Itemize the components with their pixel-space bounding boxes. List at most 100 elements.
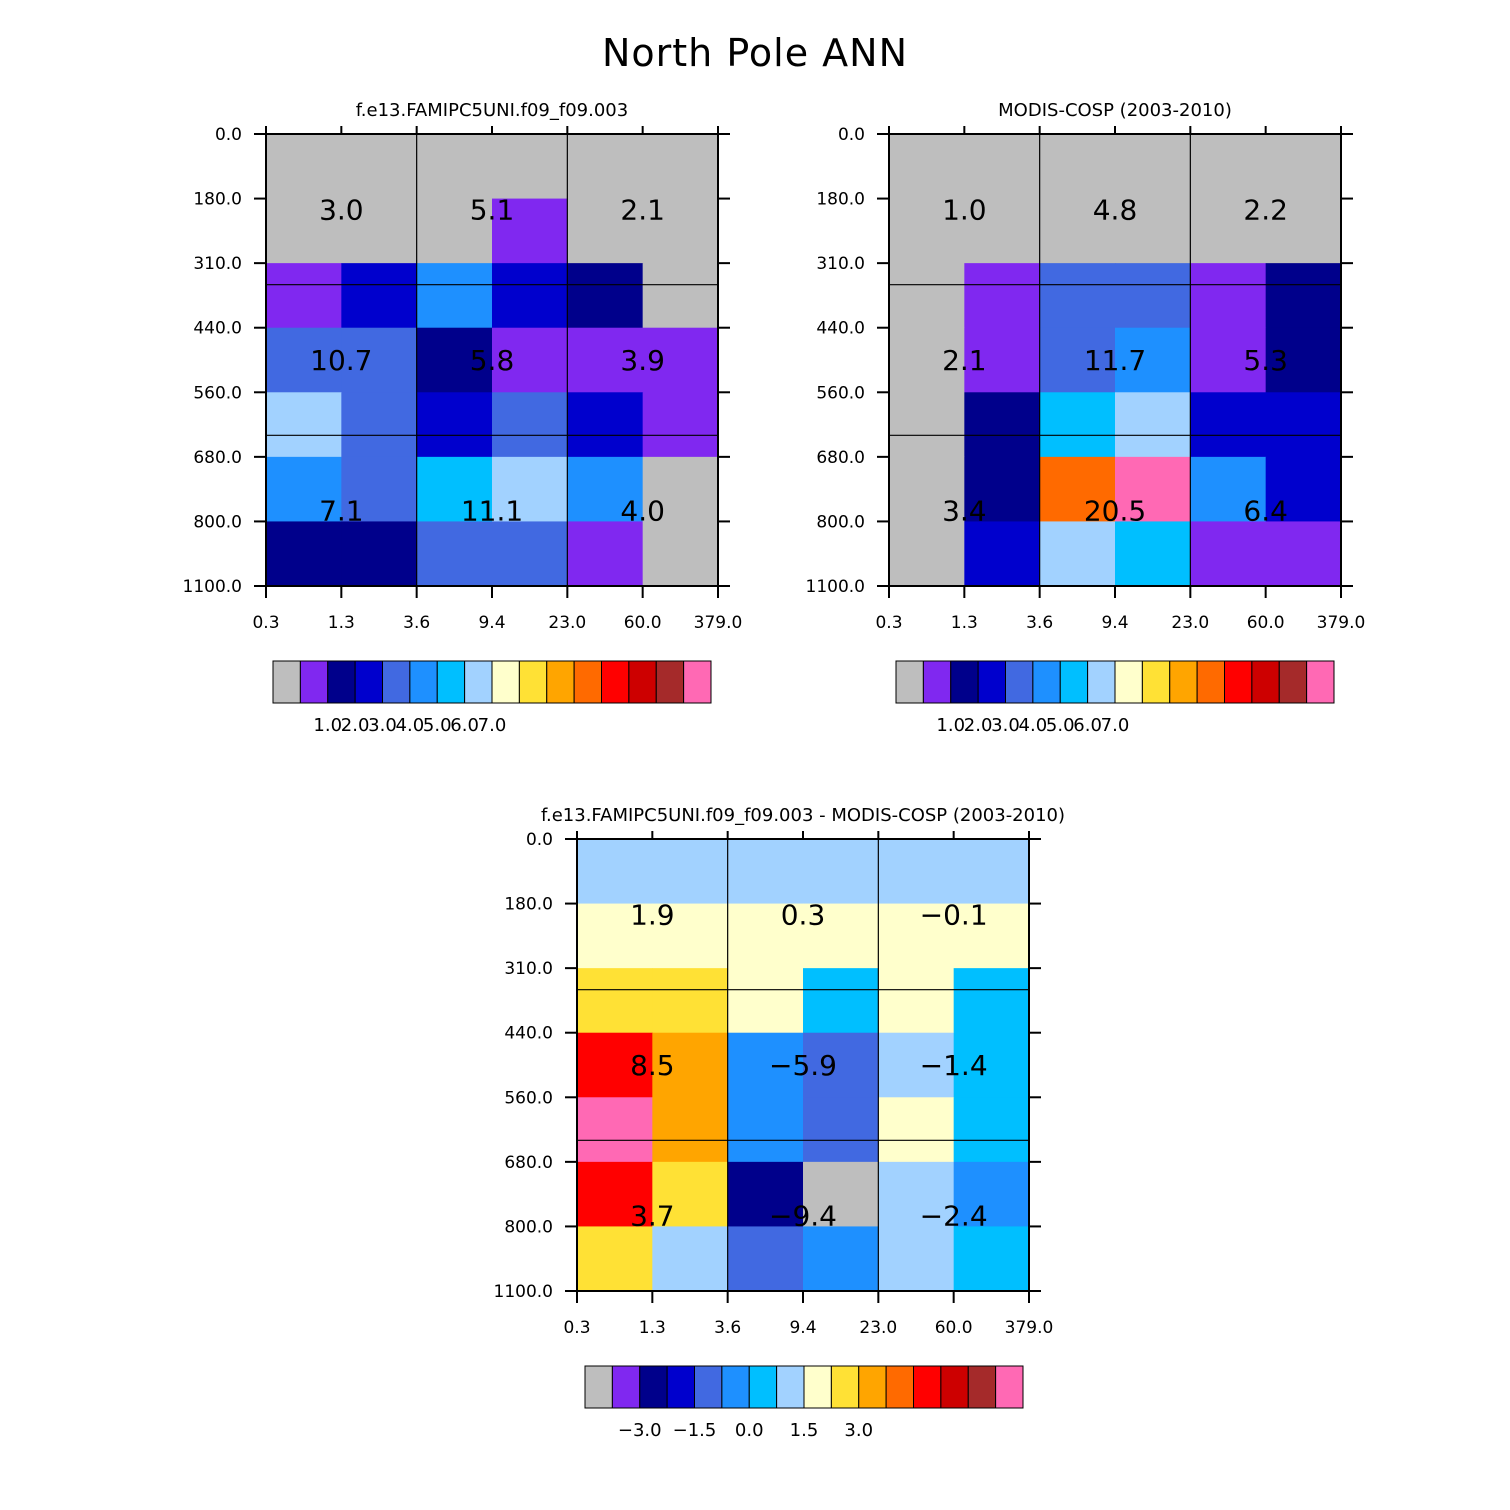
panel-title: f.e13.FAMIPC5UNI.f09_f09.003 - MODIS-COS… — [541, 805, 1065, 826]
x-tick-label: 379.0 — [1005, 1318, 1054, 1338]
heatmap-cell — [727, 1226, 804, 1292]
heatmap-cell — [642, 134, 719, 200]
box-value-label: 6.4 — [1243, 495, 1288, 528]
y-tick-label: 310.0 — [504, 959, 553, 979]
colorbar-swatch — [940, 1365, 969, 1409]
colorbar-swatch — [995, 1365, 1024, 1409]
heatmap-cell — [341, 134, 418, 200]
heatmap-cell — [889, 263, 965, 329]
heatmap-cell — [953, 968, 1030, 1034]
heatmap-cell — [1039, 263, 1116, 329]
heatmap-cell — [341, 198, 418, 264]
y-tick-label: 800.0 — [504, 1217, 553, 1237]
x-tick-label: 23.0 — [1171, 613, 1209, 633]
colorbar-swatch — [721, 1365, 750, 1409]
heatmap-cell — [1265, 327, 1342, 393]
colorbar-swatch — [922, 660, 952, 704]
heatmap-cell — [803, 1161, 879, 1227]
box-value-label: 2.1 — [942, 344, 987, 377]
heatmap-cell — [652, 839, 729, 905]
box-value-label: 7.1 — [319, 495, 364, 528]
y-tick-label: 0.0 — [526, 830, 553, 850]
colorbar-swatch — [977, 660, 1006, 704]
heatmap-cell — [803, 968, 879, 1034]
heatmap-cell — [1115, 134, 1191, 200]
box-value-label: −5.9 — [769, 1049, 837, 1082]
colorbar-swatch — [803, 1365, 832, 1409]
heatmap-cell — [953, 839, 1030, 905]
heatmap-cell — [416, 134, 493, 200]
obs-panel: 0.0 180.0 310.0 440.0 560.0 680.0 800.0 1100.0 0… — [806, 100, 1366, 736]
colorbar-swatch — [382, 660, 411, 704]
heatmap-cell — [953, 1032, 1030, 1098]
colorbar-swatch — [1251, 660, 1280, 704]
heatmap-cell — [652, 1226, 729, 1292]
heatmap-cell — [642, 263, 719, 329]
colorbar-label: 6.0 — [1073, 715, 1102, 736]
box-value-label: 10.7 — [310, 344, 372, 377]
x-tick-label: 1.3 — [328, 613, 355, 633]
panel-title: f.e13.FAMIPC5UNI.f09_f09.003 — [356, 100, 628, 121]
colorbar-swatch — [409, 660, 438, 704]
heatmap-cell — [492, 392, 568, 458]
colorbar-swatch — [584, 1365, 613, 1409]
heatmap-cell — [652, 903, 729, 969]
x-tick-label: 23.0 — [548, 613, 586, 633]
colorbar-label: 7.0 — [478, 715, 507, 736]
colorbar-swatch — [1005, 660, 1034, 704]
heatmap-cell — [953, 1097, 1030, 1163]
heatmap-cell — [416, 456, 493, 522]
y-tick-label: 1100.0 — [806, 577, 865, 597]
heatmap-cell — [642, 521, 719, 587]
colorbar: −3.0 −1.5 0.0 1.5 3.0 — [584, 1365, 1024, 1441]
heatmap-cell — [416, 392, 493, 458]
x-tick-label: 9.4 — [789, 1318, 816, 1338]
colorbar-label: 3.0 — [991, 715, 1020, 736]
heatmap-cell — [1190, 521, 1267, 587]
heatmap-cell — [803, 839, 879, 905]
colorbar: 1.02.03.04.05.06.07.0 — [272, 660, 712, 736]
heatmap-cell — [567, 198, 644, 264]
heatmap-cell — [889, 392, 965, 458]
colorbar-label: 1.0 — [313, 715, 342, 736]
heatmap-cell — [567, 392, 644, 458]
heatmap-cell — [878, 903, 955, 969]
colorbar-swatch — [1114, 660, 1143, 704]
colorbar-swatch — [967, 1365, 997, 1409]
colorbar-swatch — [464, 660, 493, 704]
heatmap-cell — [878, 1226, 955, 1292]
heatmap-cell — [964, 392, 1041, 458]
heatmap-cell — [652, 1097, 729, 1163]
colorbar-label: 5.0 — [1046, 715, 1075, 736]
box-value-label: 2.1 — [620, 193, 665, 226]
y-tick-label: 180.0 — [504, 895, 553, 915]
colorbar-swatch — [491, 660, 520, 704]
heatmap-cell — [1115, 327, 1191, 393]
heatmap-cell — [492, 198, 568, 264]
colorbar-swatch — [1032, 660, 1061, 704]
colorbar-swatch — [895, 660, 924, 704]
colorbar-label: −3.0 — [618, 1420, 662, 1441]
colorbar-label: 6.0 — [450, 715, 479, 736]
y-tick-label: 680.0 — [816, 448, 865, 468]
box-value-label: 1.0 — [942, 193, 987, 226]
y-tick-label: 180.0 — [816, 190, 865, 210]
box-value-label: 5.8 — [470, 344, 515, 377]
heatmap-cell — [577, 968, 653, 1034]
colorbar-swatch — [655, 660, 685, 704]
y-tick-label: 680.0 — [504, 1153, 553, 1173]
heatmap-cell — [1190, 392, 1267, 458]
colorbar-swatch — [601, 660, 630, 704]
box-value-label: 3.9 — [620, 344, 665, 377]
heatmap-cell — [567, 456, 644, 522]
box-value-label: 11.7 — [1084, 344, 1146, 377]
box-value-label: 5.1 — [470, 193, 515, 226]
colorbar-swatch — [1278, 660, 1308, 704]
colorbar-swatch — [518, 660, 548, 704]
heatmap-cell — [1039, 134, 1116, 200]
x-tick-label: 23.0 — [859, 1318, 897, 1338]
heatmap-cell — [1039, 327, 1116, 393]
box-value-label: 3.7 — [630, 1200, 675, 1233]
x-tick-label: 3.6 — [1026, 613, 1053, 633]
heatmap-cell — [492, 521, 568, 587]
